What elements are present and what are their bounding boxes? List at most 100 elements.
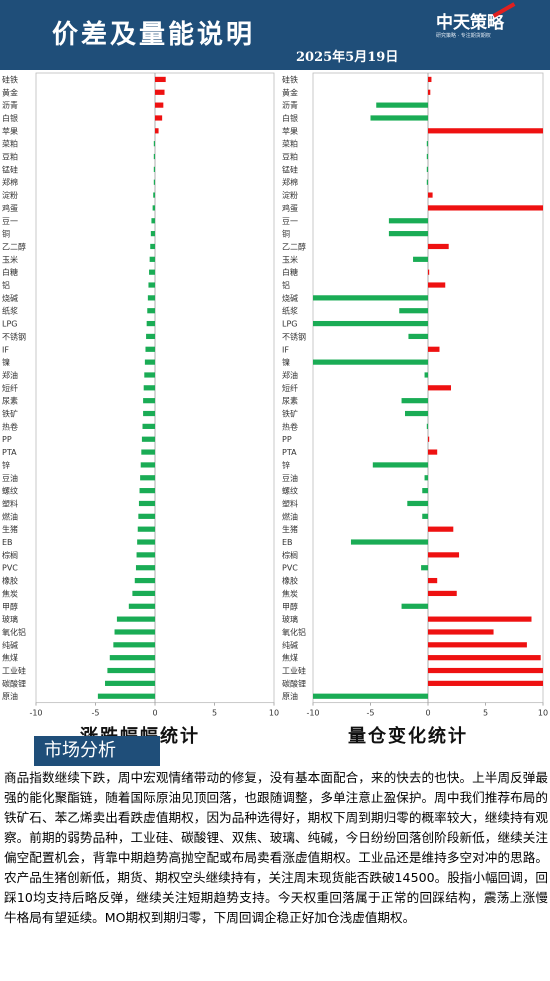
bar [313,359,428,365]
bar [426,153,428,160]
category-label: 豆粕 [282,152,298,162]
category-label: 碳酸锂 [282,678,306,688]
bar [144,372,155,378]
category-label: 豆粕 [2,152,18,162]
bar [388,218,428,224]
category-label: 沥青 [2,100,18,110]
bar [421,565,428,571]
category-label: 纸浆 [2,306,18,316]
category-label: LPG [282,320,297,329]
category-label: 纯碱 [2,640,18,650]
bar [135,565,155,571]
bar [426,166,428,172]
bar [428,616,532,622]
report-date: 2025年5月19日 [296,50,399,65]
category-label: 铁矿 [2,409,18,419]
bar [428,346,440,352]
x-tick-label: -5 [92,709,100,718]
bar [114,629,155,635]
category-label: 鸡蛋 [282,203,298,213]
category-label: 铜 [282,229,290,239]
bar [428,192,433,198]
category-label: 铝 [282,280,290,290]
category-label: 乙二醇 [282,241,306,251]
category-label: IF [2,345,9,354]
category-label: 甲醇 [2,601,18,611]
category-label: 塑料 [2,498,18,508]
category-label: 铁矿 [282,409,298,419]
bar [428,385,451,391]
bar [132,590,155,597]
bar [105,680,155,686]
category-label: 焦炭 [2,588,18,598]
category-label: 热卷 [2,421,18,431]
bar [428,655,541,661]
bar [149,256,155,262]
bar [426,423,428,429]
category-label: 生猪 [282,524,298,534]
bar [113,642,155,648]
bar [138,500,155,507]
x-tick-label: 0 [152,709,157,718]
category-label: 锰硅 [282,164,298,174]
category-label: 沥青 [282,100,298,110]
category-label: LPG [2,320,17,329]
bar [147,295,155,301]
category-label: 焦煤 [2,653,18,663]
category-label: IF [282,345,289,354]
x-tick-label: -5 [367,709,375,718]
logo-text: 中天策略 [436,13,504,33]
bar [428,205,543,211]
category-label: PVC [282,564,298,573]
category-label: 燃油 [282,511,298,521]
bar [428,680,543,686]
category-label: 螺纹 [2,486,18,496]
category-label: 豆油 [282,473,298,483]
category-label: 烧碱 [2,293,18,303]
bar [139,488,155,494]
bar [109,655,155,661]
bar [424,372,428,378]
category-label: 白银 [282,113,298,123]
category-label: 玉米 [282,254,298,264]
bar [143,385,155,391]
category-label: 不锈钢 [282,331,306,341]
bar [140,475,155,481]
bar [141,449,155,455]
bar [143,410,155,417]
bar [149,269,155,275]
bar [428,436,430,442]
bar [107,667,155,674]
category-label: PTA [282,448,297,457]
bar [313,693,428,699]
bar [372,462,428,468]
bar [153,192,155,198]
brand-logo: 中天策略 研究策略 · 专注期货期权 [436,2,526,42]
bar [428,552,460,558]
bar [422,513,428,519]
category-label: 塑料 [282,498,298,508]
category-label: 橡胶 [2,576,18,586]
category-label: 白糖 [2,267,18,277]
category-label: 郑油 [282,370,298,380]
category-label: 生猪 [2,524,18,534]
category-label: 橡胶 [282,576,298,586]
bar [153,141,155,147]
bar [142,423,155,429]
bar [405,410,428,417]
bar [428,629,494,635]
bar [152,205,155,211]
bar [155,115,163,121]
category-label: 郑棉 [2,177,18,187]
bar [146,320,155,327]
bar [150,231,155,237]
category-label: 豆油 [2,473,18,483]
category-label: 豆一 [282,217,298,226]
bar [145,346,155,352]
category-label: 苹果 [2,126,18,136]
category-label: PP [282,435,292,444]
bar [422,488,428,494]
bar [137,526,155,532]
category-label: 黄金 [2,87,18,97]
category-label: 锰硅 [2,164,18,174]
